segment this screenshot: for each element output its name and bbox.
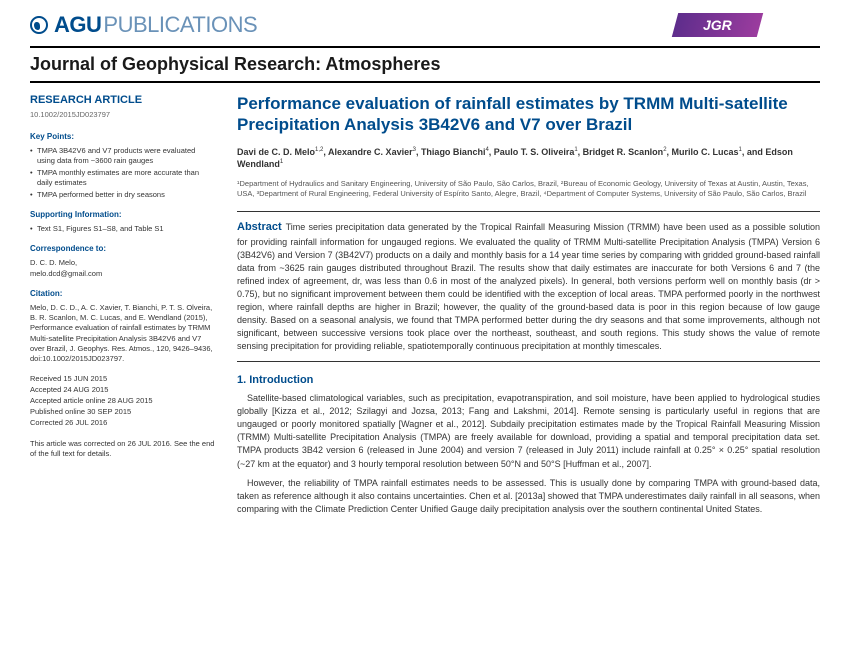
- intro-body: Satellite-based climatological variables…: [237, 392, 820, 515]
- main-column: Performance evaluation of rainfall estim…: [237, 93, 820, 522]
- intro-p2: However, the reliability of TMPA rainfal…: [237, 477, 820, 516]
- doi: 10.1002/2015JD023797: [30, 110, 215, 120]
- keypoint-item: TMPA 3B42V6 and V7 products were evaluat…: [30, 146, 215, 166]
- abstract-text: Time series precipitation data generated…: [237, 222, 820, 351]
- keypoint-item: TMPA performed better in dry seasons: [30, 190, 215, 200]
- keypoints-list: TMPA 3B42V6 and V7 products were evaluat…: [30, 146, 215, 201]
- journal-name: Journal of Geophysical Research: Atmosph…: [30, 46, 820, 83]
- article-title: Performance evaluation of rainfall estim…: [237, 93, 820, 136]
- cite-heading: Citation:: [30, 289, 215, 300]
- intro-p1: Satellite-based climatological variables…: [237, 392, 820, 470]
- globe-icon: [30, 16, 48, 34]
- keypoint-item: TMPA monthly estimates are more accurate…: [30, 168, 215, 188]
- support-item: Text S1, Figures S1–S8, and Table S1: [30, 224, 215, 234]
- cite-text: Melo, D. C. D., A. C. Xavier, T. Bianchi…: [30, 303, 215, 364]
- support-list: Text S1, Figures S1–S8, and Table S1: [30, 224, 215, 234]
- agu-logo: AGU PUBLICATIONS: [30, 12, 257, 38]
- jgr-chip: JGR: [672, 13, 763, 37]
- date-line: Corrected 26 JUL 2016: [30, 418, 215, 428]
- keypoints-heading: Key Points:: [30, 132, 215, 143]
- date-line: Published online 30 SEP 2015: [30, 407, 215, 417]
- date-line: Received 15 JUN 2015: [30, 374, 215, 384]
- correction-note: This article was corrected on 26 JUL 201…: [30, 439, 215, 459]
- affiliations: ¹Department of Hydraulics and Sanitary E…: [237, 179, 820, 199]
- corr-email: melo.dcd@gmail.com: [30, 269, 215, 279]
- logo-text-pub: PUBLICATIONS: [103, 12, 257, 38]
- date-line: Accepted article online 28 AUG 2015: [30, 396, 215, 406]
- sidebar: RESEARCH ARTICLE 10.1002/2015JD023797 Ke…: [30, 93, 215, 522]
- date-line: Accepted 24 AUG 2015: [30, 385, 215, 395]
- corr-name: D. C. D. Melo,: [30, 258, 215, 268]
- authors: Davi de C. D. Melo1,2, Alexandre C. Xavi…: [237, 146, 820, 171]
- abstract-label: Abstract: [237, 221, 282, 233]
- article-type: RESEARCH ARTICLE: [30, 93, 215, 108]
- intro-heading: 1. Introduction: [237, 374, 820, 386]
- header-logo-row: AGU PUBLICATIONS JGR: [30, 12, 820, 38]
- support-heading: Supporting Information:: [30, 210, 215, 221]
- dates-block: Received 15 JUN 2015Accepted 24 AUG 2015…: [30, 374, 215, 429]
- logo-text-bold: AGU: [54, 12, 101, 38]
- corr-heading: Correspondence to:: [30, 244, 215, 255]
- abstract-box: AbstractTime series precipitation data g…: [237, 211, 820, 362]
